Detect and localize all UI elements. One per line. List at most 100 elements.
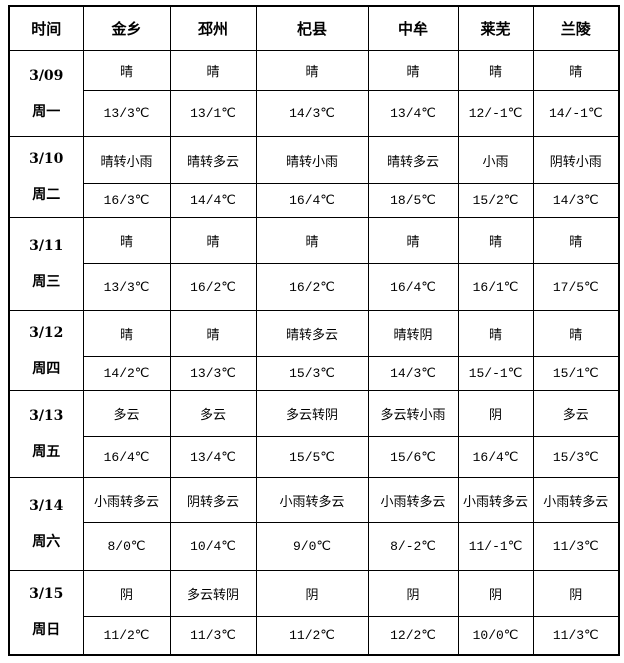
temperature-cell: 18/5℃ xyxy=(367,183,459,218)
weather-cell: 晴转小雨 xyxy=(255,136,369,184)
temperature-cell: 8/-2℃ xyxy=(367,522,459,571)
weather-cell: 多云转阴 xyxy=(169,570,257,617)
date: 3/14 xyxy=(29,498,64,514)
temperature-cell: 9/0℃ xyxy=(255,522,369,571)
header-city: 杞县 xyxy=(255,5,369,51)
weather-cell: 晴 xyxy=(532,50,620,91)
temperature-cell: 13/4℃ xyxy=(367,90,459,137)
temperature-cell: 16/3℃ xyxy=(82,183,171,218)
temperature-cell: 15/3℃ xyxy=(532,436,620,478)
weather-cell: 小雨转多云 xyxy=(532,477,620,523)
header-time: 时间 xyxy=(8,5,84,51)
temperature-cell: 13/1℃ xyxy=(169,90,257,137)
weather-cell: 晴转多云 xyxy=(255,310,369,357)
weather-cell: 晴 xyxy=(169,217,257,264)
header-city: 邳州 xyxy=(169,5,257,51)
date: 3/09 xyxy=(29,67,64,84)
weather-cell: 多云 xyxy=(82,390,171,437)
temperature-cell: 13/4℃ xyxy=(169,436,257,478)
temperature-cell: 15/3℃ xyxy=(255,356,369,391)
header-city: 兰陵 xyxy=(532,5,620,51)
weather-cell: 晴 xyxy=(367,50,459,91)
weather-cell: 小雨 xyxy=(457,136,534,184)
date-cell: 3/12 周四 xyxy=(8,310,84,391)
weekday: 周日 xyxy=(32,622,61,639)
header-city: 中牟 xyxy=(367,5,459,51)
date-cell: 3/15 周日 xyxy=(8,570,84,655)
temperature-cell: 12/-1℃ xyxy=(457,90,534,137)
temperature-row: 16/3℃ 14/4℃ 16/4℃ 18/5℃ 15/2℃ 14/3℃ xyxy=(9,183,620,218)
temperature-row: 11/2℃ 11/3℃ 11/2℃ 12/2℃ 10/0℃ 11/3℃ xyxy=(9,616,620,655)
weather-cell: 阴 xyxy=(367,570,459,617)
weekday: 周六 xyxy=(32,534,61,550)
temperature-cell: 11/3℃ xyxy=(532,522,620,571)
weather-cell: 晴 xyxy=(255,217,369,264)
header-city: 莱芜 xyxy=(457,5,534,51)
temperature-cell: 13/3℃ xyxy=(169,356,257,391)
weather-cell: 小雨转多云 xyxy=(255,477,369,523)
date: 3/12 xyxy=(29,324,64,341)
weather-cell: 晴 xyxy=(532,310,620,357)
weather-cell: 晴转多云 xyxy=(169,136,257,184)
weather-cell: 晴 xyxy=(532,217,620,264)
weather-cell: 晴 xyxy=(82,50,171,91)
weekday: 周四 xyxy=(32,360,61,377)
date: 3/13 xyxy=(29,408,64,424)
weather-cell: 晴 xyxy=(169,50,257,91)
weather-cell: 小雨转多云 xyxy=(457,477,534,523)
temperature-cell: 16/4℃ xyxy=(367,263,459,311)
weather-cell: 晴转多云 xyxy=(367,136,459,184)
date-cell: 3/14 周六 xyxy=(8,477,84,571)
temperature-cell: 14/2℃ xyxy=(82,356,171,391)
weather-row: 3/10 周二 晴转小雨 晴转多云 晴转小雨 晴转多云 小雨 阴转小雨 xyxy=(8,136,620,218)
weather-cell: 阴转小雨 xyxy=(532,136,620,184)
weekday: 周三 xyxy=(32,274,61,290)
temperature-cell: 11/2℃ xyxy=(255,616,369,655)
weather-cell: 晴 xyxy=(457,50,534,91)
temperature-cell: 11/3℃ xyxy=(169,616,257,655)
weather-cell: 多云 xyxy=(169,390,257,437)
temperature-cell: 14/3℃ xyxy=(532,183,620,218)
temperature-cell: 16/2℃ xyxy=(169,263,257,311)
temperature-cell: 16/2℃ xyxy=(255,263,369,311)
temperature-cell: 11/2℃ xyxy=(82,616,171,655)
weather-cell: 晴 xyxy=(457,217,534,264)
temperature-cell: 14/3℃ xyxy=(367,356,459,391)
temperature-row: 14/2℃ 13/3℃ 15/3℃ 14/3℃ 15/-1℃ 15/1℃ xyxy=(9,356,620,391)
temperature-cell: 15/5℃ xyxy=(255,436,369,478)
date-cell: 3/09 周一 xyxy=(8,50,84,137)
weather-cell: 多云转阴 xyxy=(255,390,369,437)
temperature-cell: 10/4℃ xyxy=(169,522,257,571)
date-cell: 3/11 周三 xyxy=(8,217,84,311)
temperature-cell: 16/1℃ xyxy=(457,263,534,311)
header-city: 金乡 xyxy=(82,5,171,51)
temperature-cell: 14/-1℃ xyxy=(532,90,620,137)
weather-cell: 晴 xyxy=(255,50,369,91)
date: 3/11 xyxy=(29,238,64,254)
weather-cell: 阴 xyxy=(457,390,534,437)
temperature-cell: 15/-1℃ xyxy=(457,356,534,391)
date: 3/10 xyxy=(29,151,64,167)
weather-cell: 晴 xyxy=(82,217,171,264)
weather-row: 3/11 周三晴晴晴晴晴晴 xyxy=(8,217,620,311)
temperature-cell: 14/3℃ xyxy=(255,90,369,137)
weather-cell: 阴转多云 xyxy=(169,477,257,523)
temperature-cell: 14/4℃ xyxy=(169,183,257,218)
date-cell: 3/13 周五 xyxy=(8,390,84,478)
weather-cell: 晴 xyxy=(82,310,171,357)
header-row: 时间 金乡 邳州 杞县 中牟 莱芜 兰陵 xyxy=(8,5,620,51)
temperature-row: 8/0℃ 10/4℃ 9/0℃ 8/-2℃ 11/-1℃ 11/3℃ xyxy=(9,522,620,571)
temperature-row: 13/3℃ 16/2℃ 16/2℃ 16/4℃ 16/1℃ 17/5℃ xyxy=(9,263,620,311)
temperature-cell: 16/4℃ xyxy=(255,183,369,218)
weather-cell: 小雨转多云 xyxy=(367,477,459,523)
weekday: 周五 xyxy=(32,444,61,460)
weather-forecast-table: 时间 金乡 邳州 杞县 中牟 莱芜 兰陵 3/09 周一晴晴晴晴晴晴 13/3℃ 13/1℃ 14/… xyxy=(8,5,620,656)
temperature-cell: 10/0℃ xyxy=(457,616,534,655)
weather-cell: 小雨转多云 xyxy=(82,477,171,523)
weather-cell: 晴 xyxy=(169,310,257,357)
temperature-cell: 16/4℃ xyxy=(82,436,171,478)
weather-cell: 晴转小雨 xyxy=(82,136,171,184)
temperature-cell: 15/1℃ xyxy=(532,356,620,391)
weekday: 周二 xyxy=(32,187,61,203)
weather-cell: 晴转阴 xyxy=(367,310,459,357)
